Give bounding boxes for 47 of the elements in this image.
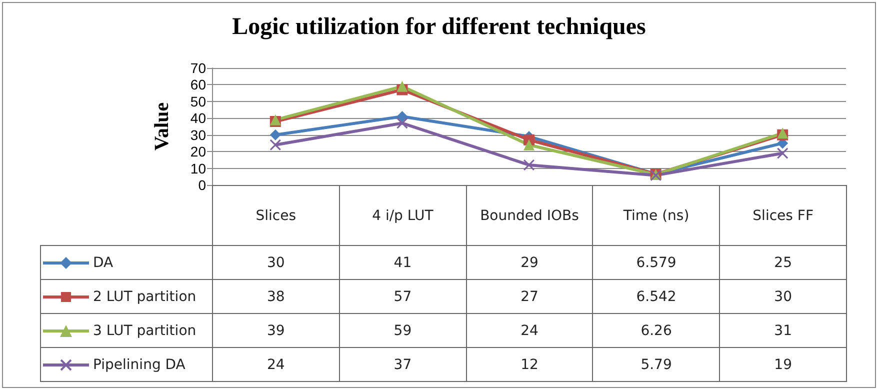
data-label: 12 <box>466 348 593 382</box>
data-label: 19 <box>720 348 846 382</box>
y-tick-label: 10 <box>190 160 206 176</box>
data-label: 39 <box>212 314 340 348</box>
x-tick-label: Time (ns) <box>592 186 720 246</box>
data-label: 38 <box>212 280 340 314</box>
point <box>396 80 408 92</box>
point <box>524 159 534 170</box>
y-tick-label: 50 <box>190 93 206 110</box>
data-label: 6.26 <box>592 314 720 348</box>
data-label: 24 <box>466 314 593 348</box>
data-label: 30 <box>212 246 340 280</box>
data-label: 37 <box>339 348 466 382</box>
legend-label: 2 LUT partition <box>93 288 196 304</box>
data-label: 59 <box>339 314 466 348</box>
data-label: 5.79 <box>592 348 720 382</box>
point <box>396 118 408 129</box>
y-tick-label: 40 <box>190 110 206 126</box>
point <box>270 139 281 150</box>
data-label: 41 <box>339 246 466 280</box>
y-tick-label: 60 <box>190 76 206 93</box>
x-tick-label: Slices FF <box>720 186 846 246</box>
data-label: 30 <box>720 280 846 314</box>
chart-title: Logic utilization for different techniques <box>232 14 646 40</box>
data-label: 6.542 <box>592 280 720 314</box>
legend-label: Pipelining DA <box>93 356 186 372</box>
point <box>270 129 281 140</box>
point <box>396 110 408 122</box>
y-tick-label: 30 <box>190 126 206 143</box>
y-axis-title: Value <box>151 102 173 151</box>
x-tick-label: Slices <box>212 186 340 246</box>
data-label: 25 <box>720 246 846 280</box>
data-label: 57 <box>339 280 466 314</box>
legend-label: 3 LUT partition <box>93 322 196 338</box>
y-tick-label: 70 <box>190 60 206 76</box>
data-label: 6.579 <box>592 246 720 280</box>
x-tick-label: Bounded IOBs <box>466 186 593 246</box>
data-label: 24 <box>212 348 340 382</box>
data-label: 27 <box>466 280 593 314</box>
point <box>524 139 534 150</box>
legend-label: DA <box>93 254 114 270</box>
y-tick-label: 20 <box>190 144 206 160</box>
data-label: 31 <box>720 314 846 348</box>
data-label: 29 <box>466 246 593 280</box>
y-tick-label: 0 <box>198 177 206 193</box>
x-tick-label: 4 i/p LUT <box>339 186 466 246</box>
point <box>777 148 788 159</box>
